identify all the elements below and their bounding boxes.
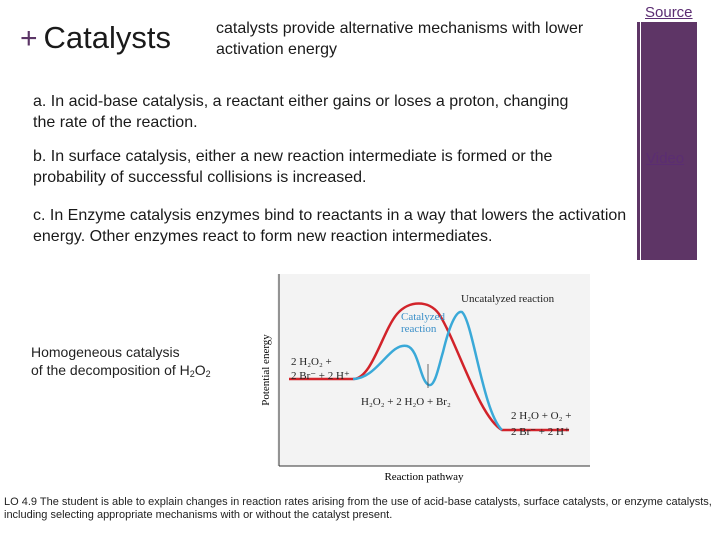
y-axis-label: Potential energy — [260, 334, 272, 406]
caption-line-1: Homogeneous catalysis — [31, 344, 180, 360]
sidebar-accent-bar — [641, 22, 697, 260]
source-link[interactable]: Source — [645, 4, 693, 21]
products-label-1: 2 H₂O + O₂ + — [511, 410, 571, 422]
learning-objective: LO 4.9 The student is able to explain ch… — [4, 496, 712, 521]
paragraph-surface: b. In surface catalysis, either a new re… — [33, 148, 553, 186]
diagram-caption: Homogeneous catalysis of the decompositi… — [31, 343, 211, 383]
energy-diagram: Potential energy Reaction pathway Uncata… — [260, 274, 590, 483]
catalyzed-label-1: Catalyzed — [401, 311, 445, 323]
x-axis-label: Reaction pathway — [384, 471, 464, 483]
intermediate-label: H₂O₂ + 2 H₂O + Br₂ — [361, 396, 451, 408]
uncatalyzed-curve — [289, 302, 569, 432]
caption-line-2: of the decomposition of H2O2 — [31, 362, 211, 379]
paragraph-acid-base: a. In acid-base catalysis, a reactant ei… — [33, 93, 569, 131]
catalyzed-curve — [352, 310, 503, 431]
slide-subtitle: catalysts provide alternative mechanisms… — [216, 20, 584, 58]
slide-title-text: Catalysts — [43, 20, 172, 55]
catalyzed-label-2: reaction — [401, 323, 437, 335]
products-label-2: 2 Br⁻ + 2 H⁺ — [511, 426, 570, 438]
reactants-label-1: 2 H₂O₂ + — [291, 356, 332, 368]
video-link[interactable]: Video — [646, 150, 685, 167]
reactants-label-2: 2 Br⁻ + 2 H⁺ — [291, 370, 350, 382]
uncatalyzed-label: Uncatalyzed reaction — [461, 293, 555, 305]
slide-title: + Catalysts — [20, 20, 171, 56]
sidebar-accent-edge — [637, 22, 640, 260]
diagram-background — [277, 274, 590, 466]
paragraph-enzyme: c. In Enzyme catalysis enzymes bind to r… — [33, 207, 627, 245]
plus-icon: + — [20, 22, 38, 55]
